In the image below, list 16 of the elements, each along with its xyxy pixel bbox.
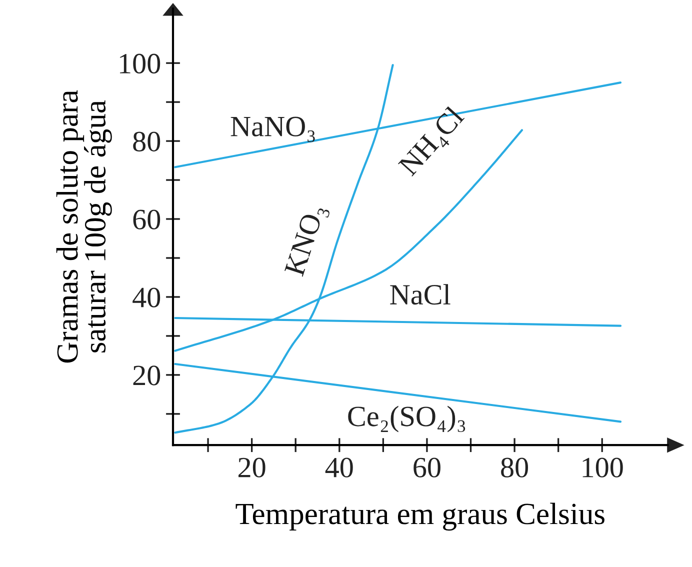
y-tick-label: 80 <box>133 132 160 152</box>
text: KNO₃ <box>284 203 330 279</box>
x-tick-label: 40 <box>325 458 353 478</box>
x-axis-title: Temperatura em graus Celsius <box>236 502 604 531</box>
y-tick-label: 100 <box>120 54 160 74</box>
x-tick-label: 60 <box>414 458 440 478</box>
x-tick-label: 20 <box>238 458 266 478</box>
y-tick-label: 20 <box>133 366 160 386</box>
x-tick-label: 100 <box>582 458 623 478</box>
series-label: Ce₂(SO₄)₃ <box>348 406 466 432</box>
y-tick-label: 40 <box>132 288 160 308</box>
x-tick-label: 80 <box>501 458 528 478</box>
series-label: NaCl <box>390 284 450 305</box>
y-axis-title: Gramas de soluto para saturar 100g de água <box>56 90 112 363</box>
series-label: NaNO₃ <box>230 116 315 142</box>
y-tick-label: 60 <box>133 210 160 230</box>
